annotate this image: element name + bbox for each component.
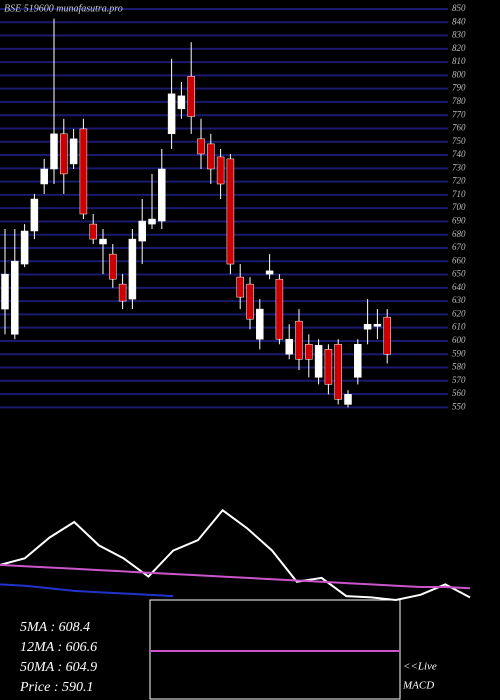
y-tick-label: 750 [452,136,466,146]
indicator-line [0,508,471,602]
candle-body [265,270,274,275]
y-tick-label: 800 [452,69,466,79]
candle-body [334,344,342,400]
candle-body [177,95,186,110]
candle-body [226,158,235,265]
y-tick-label: 840 [452,16,466,26]
candle-body [275,278,284,340]
candle-body [69,138,78,165]
y-tick-label: 680 [452,229,466,239]
y-tick-label: 650 [452,269,466,279]
y-tick-label: 640 [452,282,466,292]
y-tick-label: 700 [452,202,466,212]
candle-body [148,218,156,225]
annotation: 5MA : 608.4 [20,620,90,635]
candle-body [99,238,107,245]
macd-box [149,599,401,700]
candle-body [128,238,137,300]
candle-body [79,128,88,215]
y-tick-label: 850 [452,3,466,13]
candle-body [1,273,9,310]
candle-body [383,316,391,355]
y-tick-label: 590 [452,348,466,358]
candle-body [11,260,19,335]
y-tick-label: 790 [452,83,466,93]
y-tick-label: 610 [452,322,466,332]
candle-body [187,76,195,117]
indicator-line [0,563,471,590]
candle-body [363,323,372,330]
candle-body [305,344,313,360]
candle-body [207,143,215,170]
y-tick-label: 810 [452,56,466,66]
candle-body [40,168,48,185]
candle-body [50,133,58,170]
annotation: <<Live [403,661,437,673]
candle-body [285,338,293,355]
y-tick-label: 670 [452,242,466,252]
candle-body [109,253,117,280]
candle-body [89,223,97,240]
candle-body [344,394,352,405]
y-tick-label: 720 [452,176,466,186]
candle-body [295,320,303,360]
y-tick-label: 630 [452,295,466,305]
y-tick-label: 560 [452,388,466,398]
candle-body [60,133,68,175]
candle-body [324,349,333,385]
candle-body [167,93,176,135]
y-tick-label: 580 [452,362,466,372]
y-tick-label: 710 [452,189,466,199]
candle-body [30,198,39,232]
y-tick-label: 770 [452,109,466,119]
y-tick-label: 690 [452,216,466,226]
candle-body [118,283,127,302]
candle-body [246,283,254,320]
y-tick-label: 600 [452,335,466,345]
y-tick-label: 570 [452,375,466,385]
annotation: 12MA : 606.6 [20,640,97,655]
candle-body [373,323,382,327]
y-tick-label: 830 [452,30,466,40]
y-tick-label: 660 [452,255,466,265]
candle-body [256,308,264,340]
indicator-line [0,583,174,598]
chart-title: BSE 519600 munafasutra.pro [4,3,123,14]
y-tick-label: 550 [452,401,466,411]
annotation: 50MA : 604.9 [20,660,97,675]
y-tick-label: 730 [452,162,466,172]
candle-body [216,156,225,185]
candle-body [197,138,205,155]
y-tick-label: 780 [452,96,466,106]
candle-body [236,276,244,298]
y-tick-label: 620 [452,308,466,318]
y-tick-label: 820 [452,43,466,53]
candle-body [314,345,323,378]
candle-body [20,230,29,265]
y-tick-label: 760 [452,123,466,133]
candle-body [138,220,146,242]
candle-body [354,344,362,378]
candle-body [158,168,166,222]
annotation: Price : 590.1 [19,680,93,695]
y-tick-label: 740 [452,149,466,159]
annotation: MACD [402,680,434,692]
